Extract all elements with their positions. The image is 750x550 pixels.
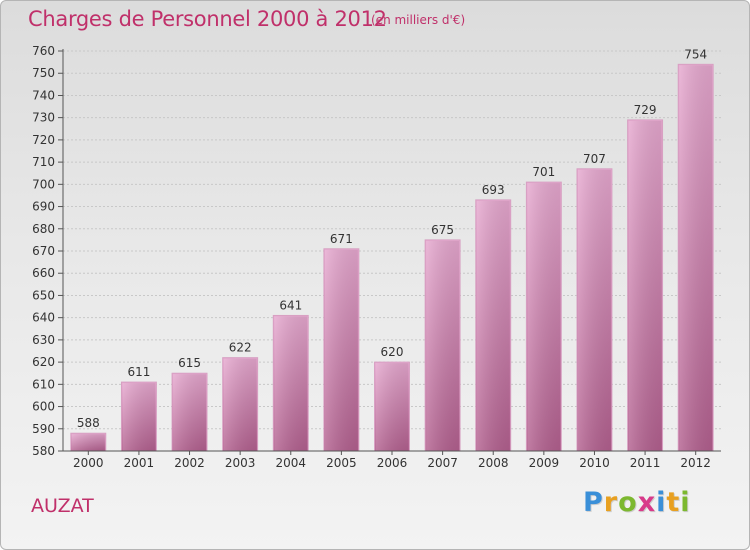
y-tick-label: 730 xyxy=(32,111,55,125)
y-tick-label: 670 xyxy=(32,244,55,258)
bar-shade xyxy=(476,200,510,451)
y-tick-label: 610 xyxy=(32,377,55,391)
y-tick-label: 620 xyxy=(32,355,55,369)
x-tick-label: 2000 xyxy=(73,456,104,470)
bar-value-label: 588 xyxy=(77,416,100,430)
y-tick-label: 600 xyxy=(32,400,55,414)
logo-letter: x xyxy=(637,487,657,518)
x-tick-label: 2003 xyxy=(225,456,256,470)
x-tick-label: 2011 xyxy=(630,456,661,470)
bar-shade xyxy=(527,183,561,451)
y-tick-label: 640 xyxy=(32,311,55,325)
x-tick-label: 2001 xyxy=(124,456,155,470)
x-tick-label: 2008 xyxy=(478,456,509,470)
logo-letter: i xyxy=(656,487,667,518)
bar-shade xyxy=(324,249,358,451)
y-tick-label: 650 xyxy=(32,288,55,302)
bar-shade xyxy=(375,363,409,451)
bar-value-label: 620 xyxy=(381,345,404,359)
bar-value-label: 754 xyxy=(684,47,707,61)
bar-value-label: 641 xyxy=(279,298,302,312)
y-tick-label: 740 xyxy=(32,88,55,102)
x-tick-label: 2004 xyxy=(275,456,306,470)
y-tick-label: 710 xyxy=(32,155,55,169)
chart-subtitle: (en milliers d'€) xyxy=(371,13,466,27)
logo-letter: P xyxy=(583,487,604,518)
logo-letter: o xyxy=(618,487,638,518)
logo-letter: t xyxy=(666,487,681,518)
bar-shade xyxy=(71,434,105,451)
bar-shade xyxy=(679,65,713,451)
x-tick-label: 2006 xyxy=(377,456,408,470)
y-tick-label: 750 xyxy=(32,66,55,80)
bar-value-label: 693 xyxy=(482,183,505,197)
bar-shade xyxy=(628,120,662,451)
chart-title: Charges de Personnel 2000 à 2012 xyxy=(28,7,387,31)
x-tick-label: 2010 xyxy=(579,456,610,470)
y-tick-label: 680 xyxy=(32,222,55,236)
bar-shade xyxy=(274,316,308,451)
y-tick-label: 700 xyxy=(32,177,55,191)
proxiti-logo: Proxiti xyxy=(583,487,691,518)
commune-name: AUZAT xyxy=(31,495,94,517)
bar-shade xyxy=(577,169,611,451)
bar-value-label: 729 xyxy=(634,103,657,117)
x-tick-label: 2002 xyxy=(174,456,205,470)
bar-value-label: 611 xyxy=(127,365,150,379)
x-tick-label: 2009 xyxy=(529,456,560,470)
x-tick-label: 2012 xyxy=(680,456,711,470)
bar-value-label: 707 xyxy=(583,152,606,166)
y-tick-label: 760 xyxy=(32,44,55,58)
bar-shade xyxy=(426,240,460,451)
x-tick-label: 2005 xyxy=(326,456,357,470)
y-tick-label: 580 xyxy=(32,444,55,458)
bar-value-label: 615 xyxy=(178,356,201,370)
y-tick-label: 690 xyxy=(32,200,55,214)
logo-letter: i xyxy=(680,487,691,518)
bar-value-label: 701 xyxy=(532,165,555,179)
bar-value-label: 671 xyxy=(330,232,353,246)
x-tick-label: 2007 xyxy=(427,456,458,470)
bar-value-label: 622 xyxy=(229,341,252,355)
y-tick-label: 590 xyxy=(32,422,55,436)
bar-value-label: 675 xyxy=(431,223,454,237)
bar-shade xyxy=(223,358,257,451)
bar-shade xyxy=(173,374,207,451)
y-tick-label: 630 xyxy=(32,333,55,347)
logo-letter: r xyxy=(603,487,619,518)
y-tick-label: 720 xyxy=(32,133,55,147)
bar-shade xyxy=(122,383,156,451)
y-tick-label: 660 xyxy=(32,266,55,280)
